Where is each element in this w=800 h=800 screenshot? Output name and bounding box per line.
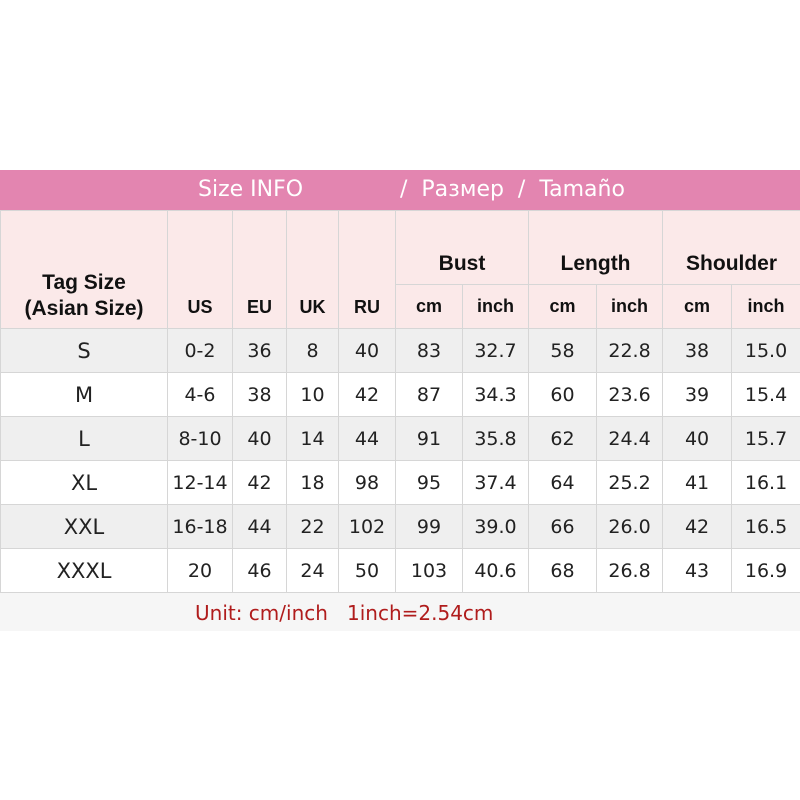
value-cell: 4-6 <box>167 372 233 417</box>
group-header-bust: Bust <box>394 210 530 285</box>
unit-header: inch <box>731 284 800 329</box>
value-cell: 35.8 <box>461 416 530 461</box>
value-cell: 39.0 <box>461 504 530 549</box>
value-cell: 15.4 <box>731 372 800 417</box>
unit-header: cm <box>395 284 463 329</box>
value-cell: 42 <box>662 504 733 549</box>
value-cell: 42 <box>232 460 287 505</box>
col-header-ru: RU <box>338 210 396 329</box>
unit-note: Unit: cm/inch 1inch=2.54cm <box>195 601 494 625</box>
unit-header: cm <box>528 284 598 329</box>
value-cell: 38 <box>662 328 733 373</box>
tag-size-line2: (Asian Size) <box>24 297 144 320</box>
value-cell: 103 <box>395 548 463 593</box>
value-cell: 12-14 <box>167 460 233 505</box>
size-cell: XXXL <box>0 548 168 593</box>
value-cell: 60 <box>528 372 598 417</box>
value-cell: 91 <box>395 416 463 461</box>
value-cell: 46 <box>232 548 287 593</box>
value-cell: 10 <box>286 372 339 417</box>
col-header-eu: EU <box>232 210 287 329</box>
tag-size-header: Tag Size (Asian Size) <box>0 210 168 329</box>
size-cell: M <box>0 372 168 417</box>
value-cell: 40.6 <box>461 548 530 593</box>
value-cell: 16-18 <box>167 504 233 549</box>
size-cell: S <box>0 328 168 373</box>
value-cell: 26.0 <box>596 504 664 549</box>
value-cell: 40 <box>662 416 733 461</box>
value-cell: 16.9 <box>731 548 800 593</box>
value-cell: 8 <box>286 328 339 373</box>
value-cell: 98 <box>338 460 396 505</box>
unit-header: cm <box>662 284 733 329</box>
size-cell: XL <box>0 460 168 505</box>
value-cell: 26.8 <box>596 548 664 593</box>
value-cell: 24 <box>286 548 339 593</box>
value-cell: 58 <box>528 328 598 373</box>
footer-note: Unit: cm/inch 1inch=2.54cm <box>0 593 800 631</box>
value-cell: 62 <box>528 416 598 461</box>
value-cell: 22 <box>286 504 339 549</box>
value-cell: 25.2 <box>596 460 664 505</box>
value-cell: 0-2 <box>167 328 233 373</box>
value-cell: 15.0 <box>731 328 800 373</box>
value-cell: 34.3 <box>461 372 530 417</box>
value-cell: 102 <box>338 504 396 549</box>
title-bar: Size INFO / Размер / Tamaño <box>0 170 800 210</box>
table-row: XXXL 20 46 24 50 103 40.6 68 26.8 43 16.9 <box>0 548 800 593</box>
value-cell: 42 <box>338 372 396 417</box>
value-cell: 14 <box>286 416 339 461</box>
value-cell: 66 <box>528 504 598 549</box>
value-cell: 68 <box>528 548 598 593</box>
group-header-length: Length <box>528 210 664 285</box>
value-cell: 39 <box>662 372 733 417</box>
title-size-info: Size INFO <box>198 177 304 202</box>
size-chart-table: Tag Size (Asian Size) US EU UK RU Bust Le… <box>0 210 800 593</box>
value-cell: 41 <box>662 460 733 505</box>
table-row: L 8-10 40 14 44 91 35.8 62 24.4 40 15.7 <box>0 416 800 461</box>
value-cell: 40 <box>338 328 396 373</box>
value-cell: 50 <box>338 548 396 593</box>
value-cell: 40 <box>232 416 287 461</box>
table-row: S 0-2 36 8 40 83 32.7 58 22.8 38 15.0 <box>0 328 800 373</box>
header-row-groups: Tag Size (Asian Size) US EU UK RU Bust Le… <box>0 210 800 329</box>
col-header-uk: UK <box>286 210 339 329</box>
unit-header: inch <box>596 284 664 329</box>
value-cell: 36 <box>232 328 287 373</box>
value-cell: 18 <box>286 460 339 505</box>
col-header-us: US <box>167 210 233 329</box>
value-cell: 32.7 <box>461 328 530 373</box>
table-row: XXL 16-18 44 22 102 99 39.0 66 26.0 42 16.5 <box>0 504 800 549</box>
group-header-shoulder: Shoulder <box>662 210 800 285</box>
value-cell: 20 <box>167 548 233 593</box>
value-cell: 38 <box>232 372 287 417</box>
value-cell: 22.8 <box>596 328 664 373</box>
value-cell: 16.1 <box>731 460 800 505</box>
tag-size-line1: Tag Size <box>42 271 126 294</box>
value-cell: 37.4 <box>461 460 530 505</box>
value-cell: 87 <box>395 372 463 417</box>
value-cell: 44 <box>232 504 287 549</box>
size-cell: L <box>0 416 168 461</box>
value-cell: 16.5 <box>731 504 800 549</box>
value-cell: 44 <box>338 416 396 461</box>
value-cell: 8-10 <box>167 416 233 461</box>
value-cell: 24.4 <box>596 416 664 461</box>
value-cell: 83 <box>395 328 463 373</box>
value-cell: 15.7 <box>731 416 800 461</box>
title-translations: / Размер / Tamaño <box>400 177 625 202</box>
header-row-units: cm inch cm inch cm inch <box>1 284 800 329</box>
size-chart: Size INFO / Размер / Tamaño Tag Size (Asi… <box>0 170 800 631</box>
value-cell: 23.6 <box>596 372 664 417</box>
size-cell: XXL <box>0 504 168 549</box>
table-row: M 4-6 38 10 42 87 34.3 60 23.6 39 15.4 <box>0 372 800 417</box>
value-cell: 95 <box>395 460 463 505</box>
value-cell: 43 <box>662 548 733 593</box>
value-cell: 64 <box>528 460 598 505</box>
unit-header: inch <box>461 284 530 329</box>
table-row: XL 12-14 42 18 98 95 37.4 64 25.2 41 16.1 <box>0 460 800 505</box>
value-cell: 99 <box>395 504 463 549</box>
